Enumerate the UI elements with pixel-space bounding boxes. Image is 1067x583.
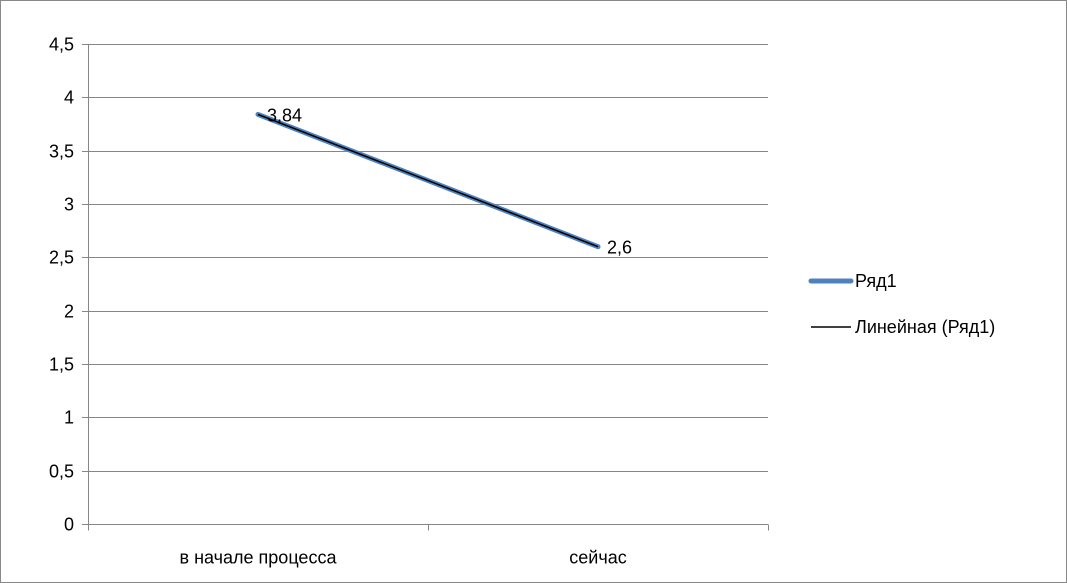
x-tick-label: сейчас — [569, 548, 626, 568]
data-label: 3,84 — [267, 105, 302, 125]
gridlines — [88, 44, 768, 472]
legend: Ряд1 Линейная (Ряд1) — [808, 271, 995, 337]
y-tick-label: 0 — [64, 515, 74, 535]
trendline — [257, 113, 599, 248]
x-tick-label: в начале процесса — [180, 548, 338, 568]
y-tick-label: 3 — [64, 195, 74, 215]
y-tick-label: 1 — [64, 408, 74, 428]
x-axis-tick-labels: в начале процесса сейчас — [180, 548, 627, 568]
axes — [82, 44, 769, 531]
legend-label-series: Ряд1 — [855, 271, 897, 291]
data-labels: 3,84 2,6 — [267, 105, 632, 257]
y-tick-label: 1,5 — [49, 355, 74, 375]
y-tick-label: 4,5 — [49, 35, 74, 55]
y-tick-label: 3,5 — [49, 142, 74, 162]
y-tick-label: 0,5 — [49, 462, 74, 482]
y-tick-label: 2,5 — [49, 248, 74, 268]
y-axis-tick-labels: 0 0,5 1 1,5 2 2,5 3 3,5 4 4,5 — [49, 35, 74, 535]
data-label: 2,6 — [607, 238, 632, 258]
legend-label-trendline: Линейная (Ряд1) — [855, 317, 995, 337]
series-lines — [255, 111, 601, 250]
y-tick-label: 2 — [64, 302, 74, 322]
y-tick-label: 4 — [64, 88, 74, 108]
